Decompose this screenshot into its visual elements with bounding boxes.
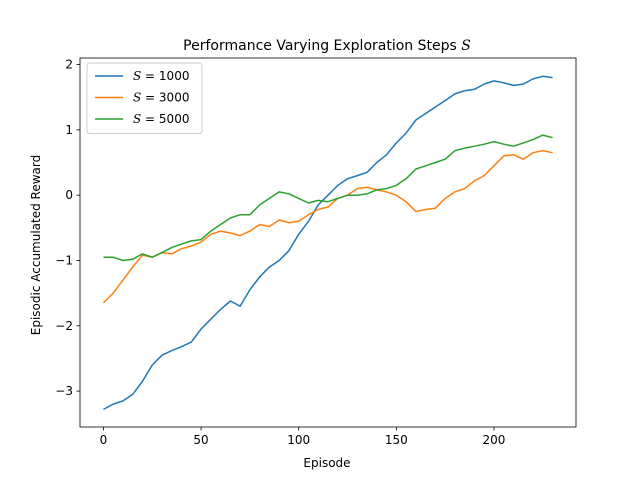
- y-tick-label: 1: [65, 123, 73, 137]
- legend: S = 1000 S = 3000 S = 5000: [86, 62, 203, 134]
- x-tick-label: 150: [385, 433, 408, 447]
- plot-frame: [79, 57, 577, 428]
- y-tick-label: 2: [65, 58, 73, 72]
- y-tick-label: −3: [55, 384, 73, 398]
- series-line-3: [103, 134, 553, 262]
- y-tick-label: 0: [65, 188, 73, 202]
- y-tick-label: −1: [55, 253, 73, 267]
- series-line-1: [103, 75, 553, 411]
- series-line-2: [102, 149, 553, 304]
- x-tick-label: 0: [100, 433, 108, 447]
- plot-area: [102, 75, 553, 411]
- x-tick-label: 200: [483, 433, 506, 447]
- axes: 0 50 100 150 200 −3 −2 −1 0 1 2: [55, 57, 577, 447]
- legend-box: [86, 62, 203, 134]
- x-tick-label: 100: [287, 433, 310, 447]
- chart-title: Performance Varying Exploration Steps S: [183, 38, 471, 54]
- legend-entry-1: S = 1000: [133, 69, 189, 83]
- y-axis-label: Episodic Accumulated Reward: [29, 155, 43, 335]
- x-tick-label: 50: [193, 433, 208, 447]
- x-axis-label: Episode: [303, 456, 350, 470]
- y-tick-label: −2: [55, 319, 73, 333]
- legend-entry-2: S = 3000: [133, 91, 189, 105]
- legend-entry-3: S = 5000: [133, 112, 189, 126]
